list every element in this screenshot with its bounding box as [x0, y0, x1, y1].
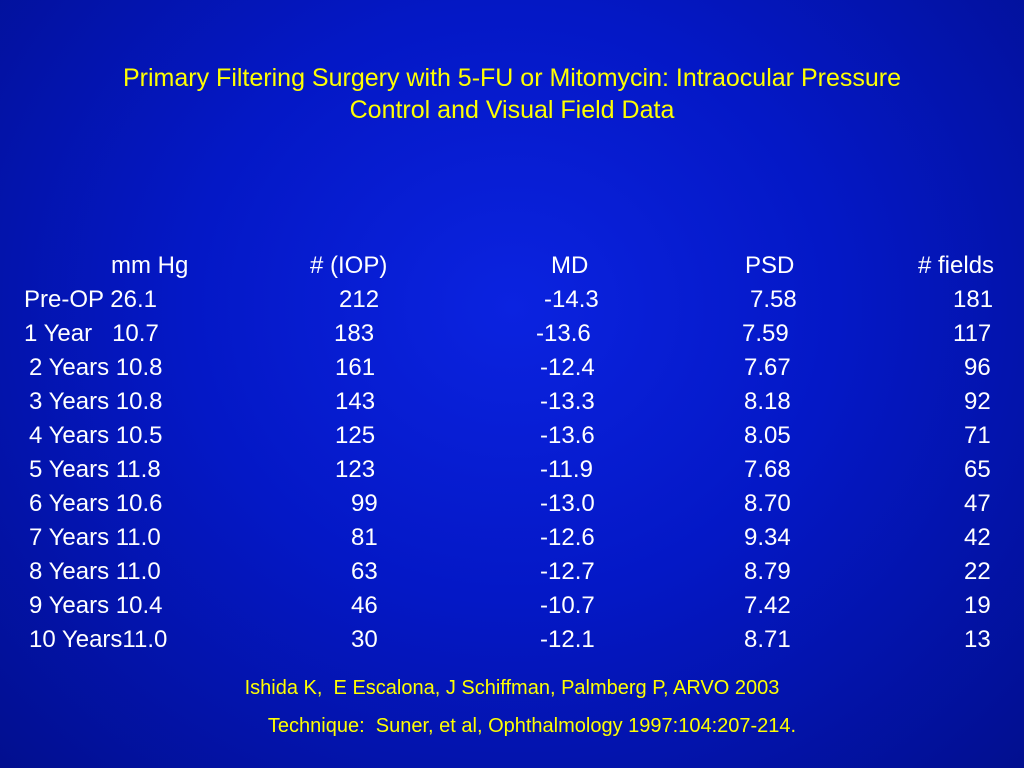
row-fields: 19 [964, 592, 991, 619]
row-psd: 8.79 [744, 558, 791, 585]
header-md: MD [551, 252, 589, 279]
row-fields: 47 [964, 490, 991, 517]
row-label: 3 Years 10.8 [29, 388, 163, 415]
row-iop: 63 [351, 558, 378, 585]
row-iop: 46 [351, 592, 378, 619]
row-label: 8 Years 11.0 [29, 558, 161, 585]
row-iop: 161 [335, 354, 376, 381]
citation-technique: Technique: Suner, et al, Ophthalmology 1… [267, 715, 797, 737]
row-psd: 7.68 [744, 456, 791, 483]
row-psd: 8.71 [744, 626, 791, 653]
row-label: 10 Years11.0 [29, 626, 168, 653]
header-iop-count: # (IOP) [310, 252, 388, 279]
row-label: 9 Years 10.4 [29, 592, 163, 619]
row-iop: 81 [351, 524, 378, 551]
row-iop: 183 [334, 320, 375, 347]
slide-title: Primary Filtering Surgery with 5-FU or M… [0, 62, 1024, 126]
row-md: -13.0 [540, 490, 595, 517]
row-label: 7 Years 11.0 [29, 524, 161, 551]
header-fields-count: # fields [918, 252, 995, 279]
row-label: 5 Years 11.8 [29, 456, 161, 483]
row-md: -12.7 [540, 558, 595, 585]
slide-title-line-1: Primary Filtering Surgery with 5-FU or M… [123, 64, 901, 92]
row-fields: 42 [964, 524, 991, 551]
row-fields: 22 [964, 558, 991, 585]
row-iop: 99 [351, 490, 378, 517]
row-fields: 96 [964, 354, 991, 381]
row-psd: 7.58 [750, 286, 797, 313]
row-md: -12.4 [540, 354, 595, 381]
row-fields: 181 [953, 286, 994, 313]
row-fields: 117 [953, 320, 992, 347]
row-md: -10.7 [540, 592, 595, 619]
row-iop: 125 [335, 422, 376, 449]
row-label: 6 Years 10.6 [29, 490, 163, 517]
row-md: -11.9 [540, 456, 593, 483]
row-md: -12.1 [540, 626, 595, 653]
row-md: -12.6 [540, 524, 595, 551]
row-fields: 71 [964, 422, 991, 449]
row-md: -13.6 [536, 320, 591, 347]
row-fields: 92 [964, 388, 991, 415]
row-iop: 212 [339, 286, 380, 313]
row-iop: 143 [335, 388, 376, 415]
slide-title-line-2: Control and Visual Field Data [349, 96, 675, 124]
row-psd: 8.70 [744, 490, 791, 517]
row-label: 1 Year 10.7 [24, 320, 159, 347]
row-psd: 9.34 [744, 524, 791, 551]
row-md: -13.6 [540, 422, 595, 449]
row-psd: 7.59 [742, 320, 789, 347]
row-psd: 7.42 [744, 592, 791, 619]
citation-authors: Ishida K, E Escalona, J Schiffman, Palmb… [244, 677, 780, 699]
row-fields: 65 [964, 456, 991, 483]
header-psd: PSD [745, 252, 795, 279]
row-iop: 123 [335, 456, 376, 483]
row-psd: 8.05 [744, 422, 791, 449]
row-md: -13.3 [540, 388, 595, 415]
row-psd: 8.18 [744, 388, 791, 415]
row-psd: 7.67 [744, 354, 791, 381]
row-iop: 30 [351, 626, 378, 653]
row-fields: 13 [964, 626, 991, 653]
header-mm-hg: mm Hg [111, 252, 189, 279]
row-label: Pre-OP 26.1 [24, 286, 157, 313]
row-md: -14.3 [544, 286, 599, 313]
row-label: 2 Years 10.8 [29, 354, 163, 381]
row-label: 4 Years 10.5 [29, 422, 163, 449]
